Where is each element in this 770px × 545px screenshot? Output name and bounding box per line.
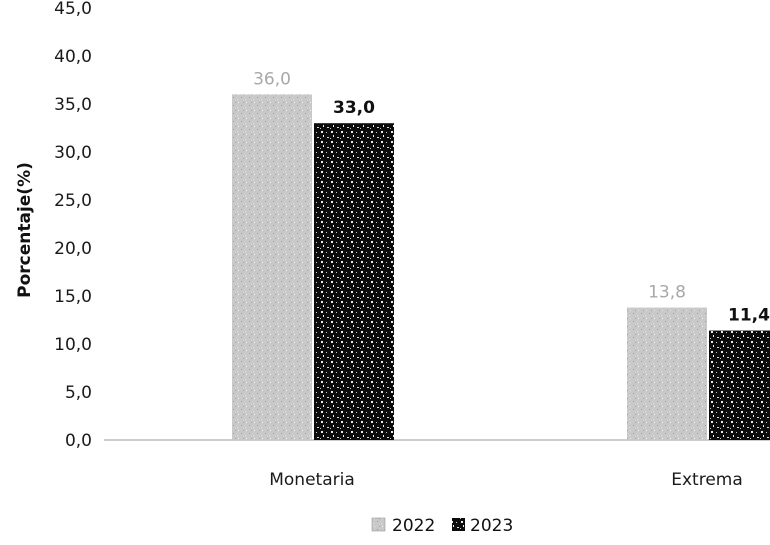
y-tick-label: 5,0 <box>65 383 92 403</box>
y-tick-label: 0,0 <box>65 431 92 451</box>
y-tick-label: 20,0 <box>54 239 92 259</box>
data-label: 33,0 <box>333 98 375 118</box>
category-label: Monetaria <box>269 470 355 490</box>
bar-2022-extrema <box>627 307 707 440</box>
y-axis-label: Porcentaje(%) <box>15 162 35 298</box>
bars <box>232 94 770 441</box>
legend: 2022 2023 <box>371 516 513 536</box>
data-label: 11,4 <box>728 306 770 326</box>
legend-swatch-2022 <box>371 517 386 532</box>
legend-label-2022: 2022 <box>392 516 435 536</box>
legend-label-2023: 2023 <box>470 516 513 536</box>
y-tick-label: 30,0 <box>54 143 92 163</box>
category-label: Extrema <box>671 470 743 490</box>
y-tick-label: 35,0 <box>54 95 92 115</box>
data-labels: 36,0 33,0 13,8 11,4 <box>253 69 770 325</box>
y-axis-ticks: 0,0 5,0 10,0 15,0 20,0 25,0 30,0 35,0 40,0 45,0 <box>54 0 92 451</box>
data-label: 36,0 <box>253 69 291 89</box>
bar-2023-extrema <box>709 330 770 440</box>
y-tick-label: 15,0 <box>54 287 92 307</box>
data-label: 13,8 <box>648 283 686 303</box>
y-tick-label: 40,0 <box>54 47 92 67</box>
legend-swatch-2023 <box>452 518 465 531</box>
y-tick-label: 25,0 <box>54 191 92 211</box>
y-tick-label: 45,0 <box>54 0 92 19</box>
y-tick-label: 10,0 <box>54 335 92 355</box>
bar-2022-monetaria <box>232 94 312 441</box>
category-labels: Monetaria Extrema <box>269 470 743 490</box>
bar-2023-monetaria <box>314 123 394 440</box>
